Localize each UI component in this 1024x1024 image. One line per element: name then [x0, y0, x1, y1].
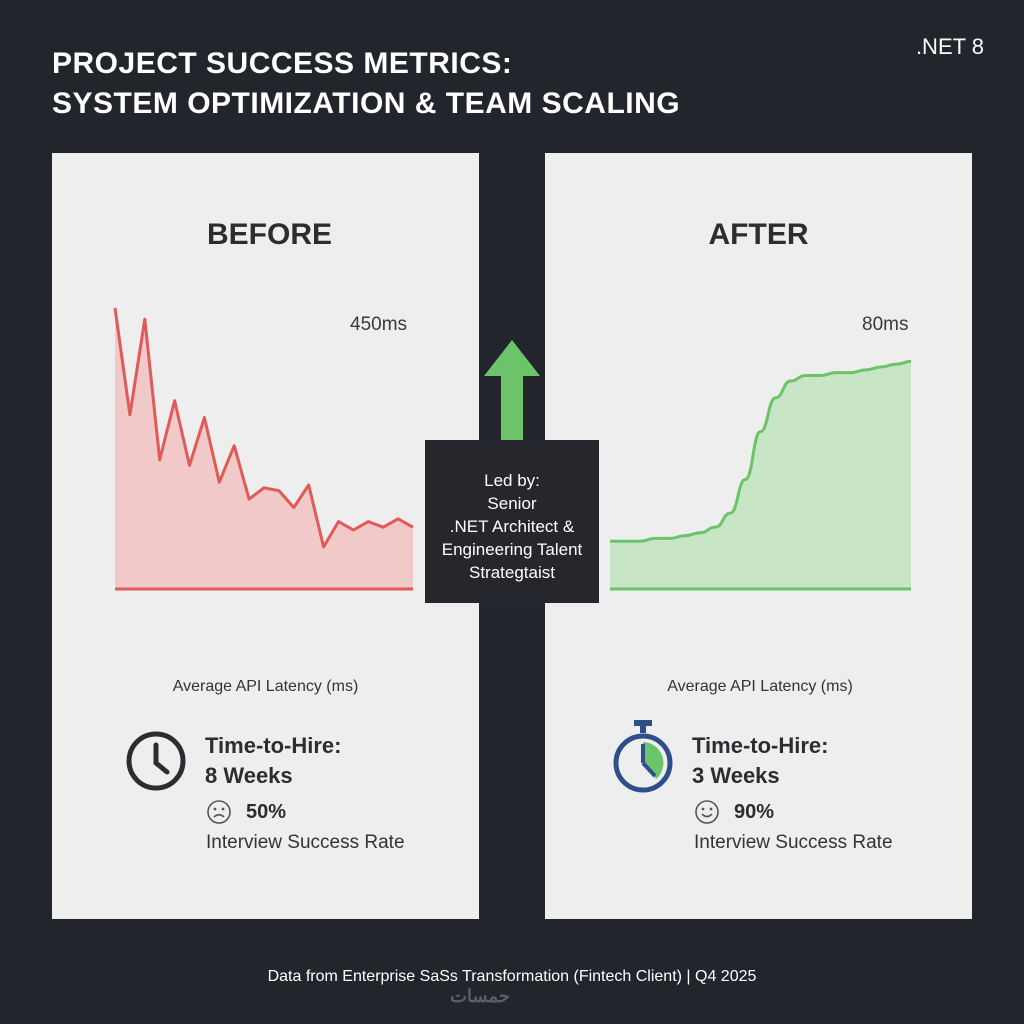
callout-line-2: Senior: [487, 494, 537, 513]
before-rate-value: 50%: [246, 800, 287, 823]
before-heading: BEFORE: [206, 218, 332, 251]
title-line-2: SYSTEM OPTIMIZATION & TEAM SCALING: [52, 87, 681, 120]
callout-line-4: Engineering Talent: [441, 540, 583, 559]
callout-line-1: Led by:: [484, 471, 540, 490]
leader-callout: Led by: Senior .NET Architect & Engineer…: [425, 440, 599, 603]
after-area-fill: [610, 361, 911, 589]
after-series-line: [610, 359, 912, 543]
before-rate-label: Interview Success Rate: [206, 832, 405, 853]
clock-icon: [126, 731, 186, 791]
after-heading: AFTER: [708, 218, 809, 251]
callout-line-5: Strategtaist: [469, 563, 555, 582]
after-rate-label: Interview Success Rate: [694, 832, 893, 853]
happy-face-icon: [695, 800, 719, 824]
before-time-to-hire-value: 8 Weeks: [205, 763, 293, 788]
page-title: PROJECT SUCCESS METRICS: SYSTEM OPTIMIZA…: [52, 44, 680, 124]
after-axis-caption: Average API Latency (ms): [667, 678, 853, 695]
before-area-fill: [115, 308, 413, 589]
after-time-to-hire-label: Time-to-Hire:: [692, 733, 829, 758]
before-time-to-hire-label: Time-to-Hire:: [205, 733, 342, 758]
callout-line-3: .NET Architect &: [449, 517, 575, 536]
before-series-line: [113, 307, 414, 549]
watermark-text: حمسات: [450, 986, 511, 1006]
before-peak-label: 450ms: [350, 314, 408, 335]
up-arrow-icon: [484, 340, 540, 442]
title-line-1: PROJECT SUCCESS METRICS:: [52, 47, 513, 80]
before-rate-row: 50%: [206, 799, 286, 825]
after-peak-label: 80ms: [862, 314, 909, 335]
after-time-to-hire-value: 3 Weeks: [692, 763, 780, 788]
tech-badge: .NET 8: [915, 34, 984, 59]
after-rate-row: 90%: [694, 799, 774, 825]
before-time-to-hire: Time-to-Hire: 8 Weeks: [205, 731, 342, 791]
after-time-to-hire: Time-to-Hire: 3 Weeks: [692, 731, 829, 791]
after-rate-value: 90%: [734, 800, 775, 823]
before-axis-caption: Average API Latency (ms): [172, 678, 359, 695]
stopwatch-icon: [613, 720, 673, 793]
sad-face-icon: [207, 800, 231, 824]
footer-source: Data from Enterprise SaSs Transformation…: [267, 968, 757, 985]
